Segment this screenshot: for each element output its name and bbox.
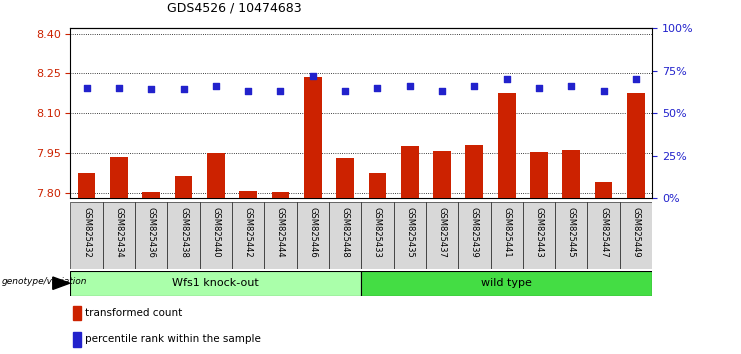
Bar — [175, 176, 193, 198]
Bar — [135, 202, 167, 269]
Text: genotype/variation: genotype/variation — [1, 278, 87, 286]
Bar — [239, 191, 257, 198]
Bar — [329, 202, 362, 269]
Bar — [232, 202, 265, 269]
Text: GSM825448: GSM825448 — [341, 207, 350, 258]
Bar — [465, 145, 483, 198]
Text: GSM825439: GSM825439 — [470, 207, 479, 258]
Bar — [530, 152, 548, 198]
Bar — [498, 93, 516, 198]
Bar — [393, 202, 426, 269]
Bar — [588, 202, 619, 269]
Bar — [73, 306, 81, 320]
Point — [145, 87, 157, 92]
Bar — [595, 182, 613, 198]
Bar — [271, 192, 289, 198]
Bar — [368, 173, 386, 198]
Text: percentile rank within the sample: percentile rank within the sample — [85, 335, 261, 344]
Text: GSM825436: GSM825436 — [147, 207, 156, 258]
Bar — [458, 202, 491, 269]
Bar — [142, 192, 160, 198]
Bar — [70, 202, 103, 269]
Bar — [362, 202, 393, 269]
Bar — [265, 202, 296, 269]
Bar — [73, 332, 81, 347]
Bar — [555, 202, 588, 269]
Bar — [103, 202, 135, 269]
Bar — [619, 202, 652, 269]
Bar — [78, 173, 96, 198]
Text: GSM825434: GSM825434 — [114, 207, 123, 258]
Text: GDS4526 / 10474683: GDS4526 / 10474683 — [167, 1, 302, 14]
Bar — [433, 151, 451, 198]
Text: GSM825447: GSM825447 — [599, 207, 608, 258]
Point — [598, 88, 610, 94]
Text: GSM825443: GSM825443 — [534, 207, 543, 258]
Bar — [362, 271, 652, 296]
Point — [371, 85, 383, 91]
Point — [210, 83, 222, 89]
Point — [339, 88, 351, 94]
Point — [468, 83, 480, 89]
Text: GSM825449: GSM825449 — [631, 207, 640, 258]
Text: transformed count: transformed count — [85, 308, 182, 318]
Point — [113, 85, 124, 91]
Bar — [401, 147, 419, 198]
Point — [307, 73, 319, 79]
Text: GSM825433: GSM825433 — [373, 207, 382, 258]
Bar — [70, 271, 362, 296]
Point — [81, 85, 93, 91]
Bar — [167, 202, 199, 269]
Text: Wfs1 knock-out: Wfs1 knock-out — [173, 278, 259, 288]
Point — [630, 76, 642, 82]
Point — [565, 83, 577, 89]
Polygon shape — [53, 277, 70, 290]
Point — [242, 88, 254, 94]
Bar — [199, 202, 232, 269]
Bar — [296, 202, 329, 269]
Point — [501, 76, 513, 82]
Text: wild type: wild type — [481, 278, 532, 288]
Text: GSM825432: GSM825432 — [82, 207, 91, 258]
Point — [178, 87, 190, 92]
Text: GSM825442: GSM825442 — [244, 207, 253, 258]
Text: GSM825435: GSM825435 — [405, 207, 414, 258]
Bar — [523, 202, 555, 269]
Text: GSM825437: GSM825437 — [437, 207, 447, 258]
Text: GSM825438: GSM825438 — [179, 207, 188, 258]
Bar — [627, 93, 645, 198]
Bar — [336, 158, 354, 198]
Point — [274, 88, 286, 94]
Text: GSM825441: GSM825441 — [502, 207, 511, 258]
Point — [436, 88, 448, 94]
Point — [404, 83, 416, 89]
Text: GSM825444: GSM825444 — [276, 207, 285, 258]
Text: GSM825446: GSM825446 — [308, 207, 317, 258]
Text: GSM825445: GSM825445 — [567, 207, 576, 258]
Bar — [304, 78, 322, 198]
Bar — [491, 202, 523, 269]
Bar — [426, 202, 458, 269]
Point — [533, 85, 545, 91]
Bar — [562, 150, 580, 198]
Text: GSM825440: GSM825440 — [211, 207, 220, 258]
Bar — [110, 157, 127, 198]
Bar — [207, 153, 225, 198]
